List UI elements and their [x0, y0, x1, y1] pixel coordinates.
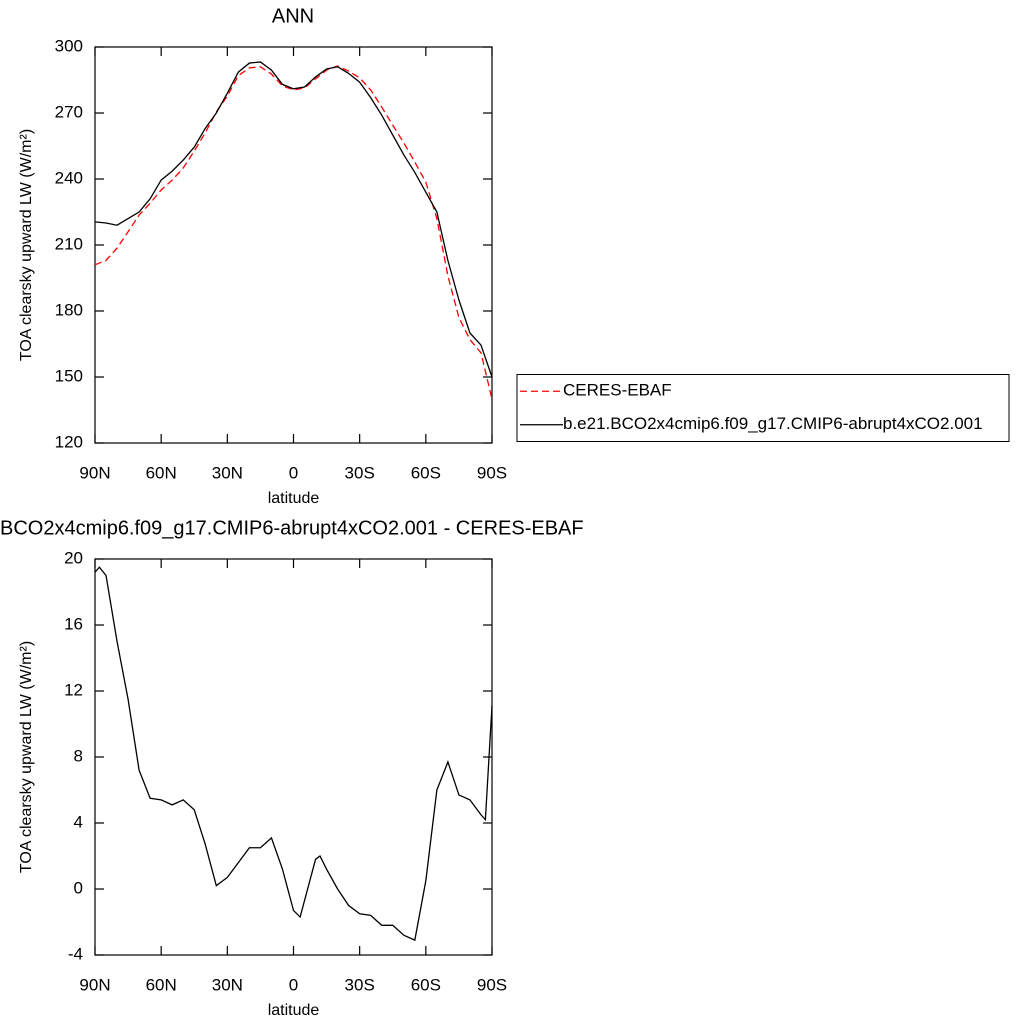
x-tick-label: 90N: [79, 975, 110, 994]
x-tick-label: 60N: [146, 463, 177, 482]
y-tick-label: 16: [64, 614, 83, 633]
y-tick-label: 0: [74, 878, 83, 897]
x-tick-label: 90S: [477, 975, 507, 994]
y-tick-label: 8: [74, 746, 83, 765]
y-tick-label: 20: [64, 548, 83, 567]
y-axis-label: TOA clearsky upward LW (W/m²): [18, 641, 35, 873]
plot-frame: [94, 46, 493, 444]
y-tick-label: 120: [55, 432, 83, 451]
x-tick-label: 30N: [212, 463, 243, 482]
y-tick-label: 300: [55, 36, 83, 55]
y-tick-label: 150: [55, 366, 83, 385]
x-tick-label: 60S: [411, 463, 441, 482]
x-tick-label: 0: [289, 463, 298, 482]
y-tick-label: 12: [64, 680, 83, 699]
y-tick-label: 240: [55, 168, 83, 187]
chart-title: BCO2x4cmip6.f09_g17.CMIP6-abrupt4xCO2.00…: [0, 517, 584, 539]
y-axis-label: TOA clearsky upward LW (W/m²): [18, 129, 35, 361]
x-tick-label: 30S: [345, 463, 375, 482]
x-tick-label: 0: [289, 975, 298, 994]
y-tick-label: 270: [55, 102, 83, 121]
chart-title: ANN: [272, 5, 314, 27]
y-tick-label: 4: [74, 812, 83, 831]
legend-label: CERES-EBAF: [563, 381, 672, 400]
y-tick-label: 180: [55, 300, 83, 319]
data-line: [94, 65, 493, 400]
x-axis-label: latitude: [268, 1002, 320, 1019]
data-line: [94, 61, 493, 378]
x-tick-label: 30N: [212, 975, 243, 994]
legend-label: b.e21.BCO2x4cmip6.f09_g17.CMIP6-abrupt4x…: [563, 414, 983, 433]
x-axis-label: latitude: [268, 490, 320, 507]
data-line: [94, 566, 493, 942]
y-tick-label: 210: [55, 234, 83, 253]
x-tick-label: 60N: [146, 975, 177, 994]
legend-box: [516, 374, 1010, 442]
plot-frame: [94, 558, 493, 956]
x-tick-label: 60S: [411, 975, 441, 994]
x-tick-label: 90S: [477, 463, 507, 482]
x-tick-label: 90N: [79, 463, 110, 482]
x-tick-label: 30S: [345, 975, 375, 994]
y-tick-label: -4: [68, 944, 83, 963]
